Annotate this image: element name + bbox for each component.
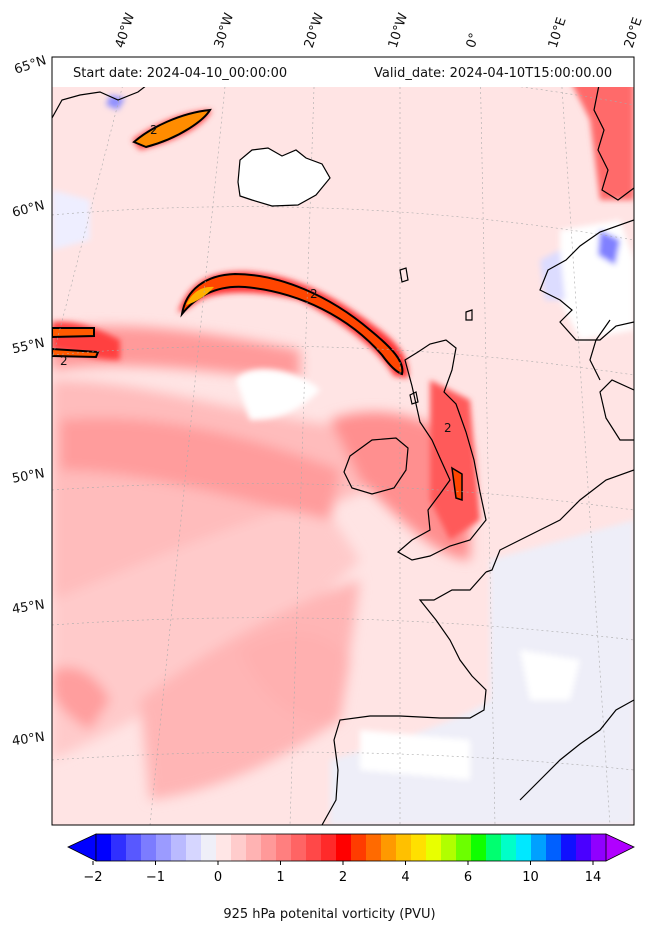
contour-label: 2 (60, 354, 68, 368)
colorbar-cell (411, 834, 427, 861)
colorbar-cell (561, 834, 577, 861)
colorbar-cell (531, 834, 547, 861)
colorbar-cell (501, 834, 517, 861)
colorbar-cell (321, 834, 337, 861)
colorbar-tick-label: 14 (585, 870, 602, 885)
pv-contour-2-west-b (52, 347, 100, 359)
colorbar-tick-label: −1 (146, 870, 165, 885)
colorbar-cell (516, 834, 532, 861)
colorbar-cell (471, 834, 487, 861)
colorbar-cell (306, 834, 322, 861)
start-date-label: Start date: 2024-04-10_00:00:00 (73, 66, 288, 81)
colorbar-cell (441, 834, 457, 861)
colorbar-cell (276, 834, 292, 861)
colorbar-tick-label: −2 (83, 870, 102, 885)
pv-low-values (52, 95, 634, 825)
colorbar-cell (336, 834, 352, 861)
colorbar-cell (546, 834, 562, 861)
colorbar-tick-label: 2 (339, 870, 347, 885)
colorbar-cell (486, 834, 502, 861)
map-frame (51, 56, 635, 826)
colorbar-cell (591, 834, 607, 861)
graticule (52, 57, 634, 825)
contour-label: 2 (310, 287, 318, 301)
contour-labels: 2 2 2 2 (60, 123, 452, 435)
coastlines (52, 61, 634, 825)
colorbar-cell (111, 834, 127, 861)
contour-label: 2 (444, 421, 452, 435)
colorbar-cell (576, 834, 592, 861)
colorbar-cell (156, 834, 172, 861)
colorbar-cell (261, 834, 277, 861)
pv-contour-2-greenland (132, 108, 212, 149)
colorbar-tick-label: 4 (401, 870, 409, 885)
colorbar-tick-label: 6 (464, 870, 472, 885)
colorbar-cell (186, 834, 202, 861)
valid-date-label: Valid_date: 2024-04-10T15:00:00.00 (374, 66, 613, 81)
pv-contour-2-west-a (52, 327, 95, 339)
colorbar-cell (246, 834, 262, 861)
colorbar-extend-min (67, 833, 97, 862)
colorbar-cell (201, 834, 217, 861)
colorbar-cell (141, 834, 157, 861)
colorbar-cell (171, 834, 187, 861)
colorbar-title: 925 hPa potenital vorticity (PVU) (223, 907, 436, 922)
pv-contour-2-core-atlantic (180, 272, 404, 376)
colorbar-cell (426, 834, 442, 861)
colorbar: −2 −1 0 1 2 4 6 10 14 (67, 833, 635, 885)
pv-max-yellow (186, 286, 214, 305)
colorbar-cell (366, 834, 382, 861)
colorbar-cell (126, 834, 142, 861)
colorbar-cell (291, 834, 307, 861)
contour-label: 2 (150, 123, 158, 137)
colorbar-extend-max (605, 833, 635, 862)
colorbar-tick-label: 10 (522, 870, 539, 885)
colorbar-cell (96, 834, 112, 861)
colorbar-cell (381, 834, 397, 861)
colorbar-tick-label: 1 (276, 870, 284, 885)
header-band (52, 57, 634, 87)
colorbar-cell (216, 834, 232, 861)
pv-contour-2-england (451, 466, 463, 502)
colorbar-cell (351, 834, 367, 861)
map-panel: 2 2 2 2 (52, 57, 634, 825)
colorbar-tick-label: 0 (214, 870, 222, 885)
colorbar-cell (456, 834, 472, 861)
colorbar-cell (231, 834, 247, 861)
colorbar-cell (396, 834, 412, 861)
